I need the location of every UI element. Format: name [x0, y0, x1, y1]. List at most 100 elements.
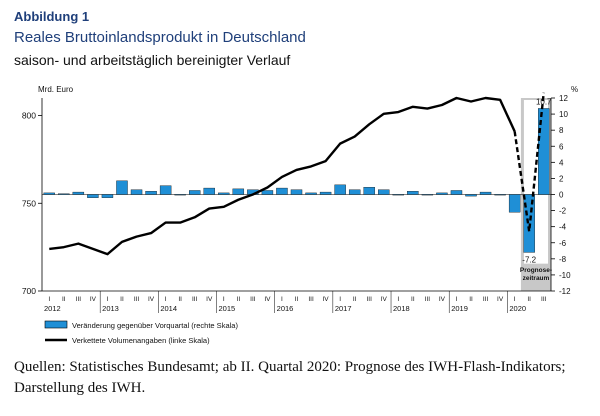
- quarter-tick-label: II: [120, 296, 124, 303]
- figure-label: Abbildung 1: [14, 9, 90, 24]
- bar: [319, 191, 332, 195]
- year-label: 2019: [451, 304, 468, 313]
- forecast-label: zeitraum: [523, 275, 550, 282]
- bar: [87, 194, 99, 198]
- right-tick-label: -6: [559, 239, 567, 248]
- bar: [392, 194, 405, 196]
- line-series: [49, 92, 545, 256]
- left-tick-label: 700: [22, 286, 36, 296]
- right-tick-label: 10: [559, 110, 568, 119]
- bar: [494, 194, 506, 196]
- gdp-chart: Prognose-zeitraum 700 750 800 12 10 8 6 4 2 0 -2 -4…: [22, 85, 578, 345]
- year-label: 2012: [44, 304, 61, 313]
- bar: [159, 185, 172, 195]
- bar: [508, 194, 521, 213]
- bar: [334, 184, 346, 195]
- chart-title: Reales Bruttoinlandsprodukt in Deutschla…: [14, 29, 306, 46]
- quarter-tick-label: IV: [264, 296, 271, 303]
- quarter-tick-label: I: [339, 296, 341, 303]
- bar: [450, 190, 463, 195]
- bar-value-label: 10.7: [536, 97, 552, 106]
- legend: Veränderung gegenüber Vorquartal (rechte…: [44, 320, 238, 345]
- quarter-tick-label: I: [48, 296, 50, 303]
- bar: [43, 192, 55, 195]
- right-tick-label: -2: [559, 207, 567, 216]
- source-note: Quellen: Statistisches Bundesamt; ab II.…: [14, 359, 566, 396]
- right-tick-label: 2: [559, 174, 564, 183]
- right-tick-label: -4: [559, 223, 567, 232]
- bar: [203, 187, 215, 195]
- legend-bar-swatch: [44, 320, 68, 329]
- bar: [436, 192, 448, 195]
- quarter-tick-label: IV: [206, 296, 213, 303]
- quarter-tick-label: II: [353, 296, 357, 303]
- bar: [378, 189, 390, 195]
- bar: [101, 194, 114, 198]
- quarter-tick-label: III: [308, 296, 314, 303]
- bar: [290, 189, 303, 195]
- quarter-tick-label: III: [425, 296, 431, 303]
- quarter-tick-label: I: [107, 296, 109, 303]
- quarter-tick-label: III: [134, 296, 140, 303]
- quarter-tick-label: II: [527, 296, 531, 303]
- legend-bar-label: Veränderung gegenüber Vorquartal (rechte…: [72, 321, 238, 330]
- right-tick-label: -8: [559, 255, 567, 264]
- quarter-tick-label: II: [237, 296, 241, 303]
- quarter-tick-label: IV: [148, 296, 155, 303]
- bar: [188, 190, 201, 195]
- quarter-tick-label: III: [367, 296, 373, 303]
- bar: [58, 193, 70, 195]
- left-axis-unit: Mrd. Euro: [38, 85, 74, 94]
- right-tick-label: 6: [559, 142, 564, 151]
- left-tick-label: 800: [22, 111, 36, 121]
- year-label: 2018: [393, 304, 410, 313]
- year-label: 2016: [277, 304, 294, 313]
- bar: [407, 191, 419, 195]
- axis-labels: 700 750 800 12 10 8 6 4 2 0 -2 -4 -6 -8 -10 -12 -7.2 10.7…: [22, 94, 571, 313]
- quarter-tick-label: IV: [497, 296, 504, 303]
- bar: [145, 191, 157, 195]
- bar: [305, 192, 317, 195]
- chart-subtitle: saison- und arbeitstäglich bereinigter V…: [14, 52, 291, 68]
- bar: [538, 108, 550, 195]
- bar: [174, 194, 186, 196]
- year-label: 2020: [509, 304, 526, 313]
- bar: [421, 194, 434, 196]
- year-label: 2013: [102, 304, 119, 313]
- quarter-tick-label: I: [456, 296, 458, 303]
- right-tick-label: 4: [559, 158, 564, 167]
- legend-line-label: Verkettete Volumenangaben (linke Skala): [72, 336, 210, 345]
- quarter-tick-label: III: [76, 296, 82, 303]
- quarter-tick-label: I: [397, 296, 399, 303]
- bar: [348, 189, 361, 195]
- forecast-label: Prognose-: [520, 267, 552, 274]
- quarter-tick-label: IV: [323, 296, 330, 303]
- quarter-tick-label: I: [165, 296, 167, 303]
- quarter-tick-label: III: [541, 296, 547, 303]
- quarter-tick-label: IV: [381, 296, 388, 303]
- bar: [276, 187, 288, 195]
- bar: [479, 191, 492, 195]
- bar: [218, 192, 230, 195]
- quarter-tick-label: III: [192, 296, 198, 303]
- quarter-tick-label: IV: [90, 296, 97, 303]
- bar: [232, 188, 245, 195]
- bar-value-label: -7.2: [522, 255, 536, 264]
- right-tick-label: 12: [559, 94, 568, 103]
- quarter-tick-label: II: [469, 296, 473, 303]
- right-axis-unit: %: [571, 85, 578, 94]
- quarter-tick-label: II: [62, 296, 66, 303]
- quarter-tick-label: II: [295, 296, 299, 303]
- right-tick-label: -10: [559, 271, 571, 280]
- quarter-tick-label: I: [223, 296, 225, 303]
- right-tick-label: -12: [559, 287, 571, 296]
- series-line: [49, 96, 516, 256]
- series-line-forecast: [513, 92, 545, 232]
- quarter-tick-label: II: [411, 296, 415, 303]
- quarter-tick-label: II: [178, 296, 182, 303]
- bar: [261, 190, 274, 195]
- year-label: 2015: [219, 304, 236, 313]
- bar: [72, 191, 85, 195]
- bar: [130, 189, 143, 195]
- bar: [465, 194, 477, 197]
